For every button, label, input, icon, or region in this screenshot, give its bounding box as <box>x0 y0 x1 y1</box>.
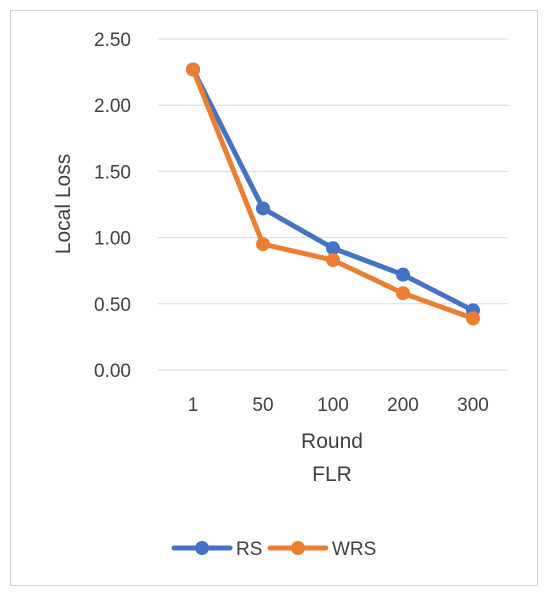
y-axis-title: Local Loss <box>52 154 75 254</box>
series-line <box>190 66 476 321</box>
y-tick-label: 2.00 <box>94 96 131 117</box>
data-point <box>256 237 270 252</box>
legend-label: RS <box>236 539 262 560</box>
data-point <box>326 241 340 256</box>
x-tick-label: 300 <box>457 395 489 416</box>
data-point <box>256 201 270 216</box>
y-tick-label: 0.50 <box>94 295 131 316</box>
x-tick-label: 200 <box>387 395 419 416</box>
x-tick-labels: 1 50 100 200 300 <box>188 395 489 416</box>
x-tick-label: 1 <box>188 395 199 416</box>
x-tick-label: 50 <box>252 395 273 416</box>
series-lines <box>186 62 480 326</box>
legend-item-wrs: WRS <box>267 539 376 560</box>
data-point <box>396 286 410 301</box>
legend: RS WRS <box>171 539 376 560</box>
series-wrs <box>186 62 480 326</box>
series-rs <box>186 62 480 318</box>
y-tick-labels: 0.00 0.50 1.00 1.50 2.00 2.50 <box>94 30 131 382</box>
y-tick-label: 2.50 <box>94 30 131 51</box>
legend-item-rs: RS <box>171 539 262 560</box>
x-axis-subtitle: FLR <box>312 463 352 486</box>
x-axis-title: Round <box>301 430 363 453</box>
data-point <box>186 62 200 77</box>
data-point <box>326 253 340 268</box>
data-point <box>396 267 410 282</box>
x-tick-label: 100 <box>317 395 349 416</box>
data-point <box>466 311 480 326</box>
legend-swatch-marker <box>291 541 305 555</box>
y-tick-label: 1.50 <box>94 162 131 183</box>
legend-label: WRS <box>332 539 376 560</box>
y-tick-label: 1.00 <box>94 229 131 250</box>
y-tick-label: 0.00 <box>94 361 131 382</box>
gridlines <box>158 38 508 371</box>
legend-swatch-marker <box>195 541 209 555</box>
